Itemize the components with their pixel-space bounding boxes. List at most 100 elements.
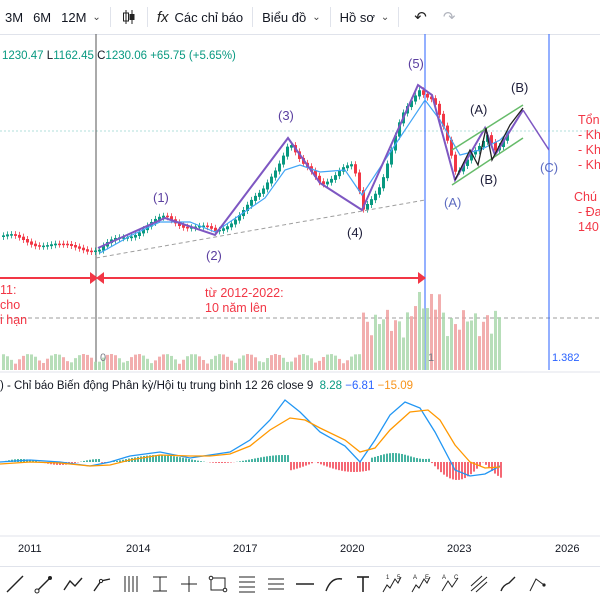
volume-bar (302, 354, 305, 370)
macd-histogram-bar (428, 459, 430, 462)
volume-bar (110, 354, 113, 370)
volume-bar (378, 324, 381, 370)
volume-bar (346, 360, 349, 370)
parallel-channel-icon[interactable] (116, 569, 145, 599)
rectangle-icon[interactable] (203, 569, 232, 599)
macd-histogram-value: 8.28 (320, 380, 342, 392)
macd-histogram-bar (443, 462, 445, 475)
candle-body (386, 164, 389, 179)
volume-bar (82, 354, 85, 370)
candle-body (66, 244, 69, 246)
macd-histogram-bar (326, 462, 328, 467)
macd-histogram-bar (341, 462, 343, 471)
macd-histogram-bar (185, 458, 187, 462)
volume-bar (358, 354, 361, 370)
polyline-icon[interactable] (87, 569, 116, 599)
macd-histogram-bar (398, 453, 400, 462)
volume-bar (434, 310, 437, 370)
candle-body (46, 245, 49, 247)
text-tool-icon[interactable] (348, 569, 377, 599)
macd-histogram-bar (371, 458, 373, 462)
macd-histogram-bar (467, 462, 469, 476)
brush-icon[interactable] (493, 569, 522, 599)
time-axis-label: 2023 (447, 543, 471, 555)
volume-bar (38, 361, 41, 370)
volume-bar (14, 364, 17, 370)
volume-bar (150, 363, 153, 370)
volume-bar (474, 313, 477, 370)
macd-indicator-name: ) - Chỉ báo Biến động Phân kỳ/Hội tụ tru… (0, 380, 313, 392)
wave-label-b-small: (B) (511, 80, 528, 95)
macd-histogram-bar (383, 454, 385, 462)
volume-bar (2, 354, 5, 370)
more-tools-icon[interactable] (522, 569, 551, 599)
macd-histogram-bar (257, 458, 259, 462)
macd-histogram-bar (311, 462, 313, 463)
volume-bar (114, 355, 117, 370)
volume-bar (366, 322, 369, 370)
price-chart[interactable] (0, 0, 600, 566)
wave-label-4: (4) (347, 225, 363, 240)
macd-histogram-bar (320, 462, 322, 464)
svg-text:C: C (454, 575, 459, 581)
candle-body (414, 95, 417, 101)
bar-marker-zero: 0 (100, 352, 106, 364)
volume-bar (406, 312, 409, 370)
pitchfork-icon[interactable] (145, 569, 174, 599)
volume-bar (158, 357, 161, 370)
line-tool-icon[interactable] (0, 569, 29, 599)
horizontal-line-icon[interactable] (290, 569, 319, 599)
macd-histogram-bar (218, 462, 220, 463)
macd-legend[interactable]: ) - Chỉ báo Biến động Phân kỳ/Hội tụ tru… (0, 380, 413, 392)
fib-levels-icon[interactable] (232, 569, 261, 599)
ray-tool-icon[interactable] (29, 569, 58, 599)
candle-body (234, 220, 237, 225)
macd-histogram-bar (407, 456, 409, 462)
macd-histogram-bar (227, 462, 229, 463)
candle-body (86, 249, 89, 251)
macd-histogram-bar (368, 462, 370, 470)
macd-histogram-bar (338, 462, 340, 470)
macd-histogram-bar (332, 462, 334, 469)
macd-histogram-bar (350, 462, 352, 472)
macd-histogram-bar (404, 455, 406, 462)
projection-icon[interactable] (464, 569, 493, 599)
volume-bar (170, 356, 173, 370)
volume-bar (262, 362, 265, 370)
volume-bar (306, 355, 309, 370)
note-summary-title: Tổn (578, 113, 600, 128)
volume-bar (226, 357, 229, 370)
volume-bar (46, 359, 49, 370)
candle-body (418, 90, 421, 96)
candle-body (30, 241, 33, 244)
wave-label-1: (1) (153, 190, 169, 205)
macd-histogram-bar (353, 462, 355, 472)
moving-average-line (100, 100, 510, 253)
macd-histogram-bar (224, 462, 226, 463)
volume-bar (186, 356, 189, 370)
macd-histogram-bar (92, 459, 94, 462)
cross-line-icon[interactable] (174, 569, 203, 599)
volume-bar (62, 357, 65, 370)
candle-body (382, 177, 385, 188)
volume-bar (178, 364, 181, 370)
candle-body (250, 200, 253, 206)
gann-box-icon[interactable] (261, 569, 290, 599)
volume-bar (78, 355, 81, 370)
curve-icon[interactable] (319, 569, 348, 599)
macd-histogram-bar (323, 462, 325, 465)
macd-histogram-bar (317, 462, 319, 463)
macd-histogram-bar (299, 462, 301, 468)
macd-histogram-bar (86, 460, 88, 462)
macd-histogram-bar (296, 462, 298, 469)
volume-bar (94, 362, 97, 370)
volume-bar (266, 358, 269, 370)
candle-body (282, 156, 285, 165)
candle-body (42, 246, 45, 248)
volume-bar (142, 356, 145, 370)
trend-angle-icon[interactable] (58, 569, 87, 599)
candle-body (78, 246, 81, 248)
